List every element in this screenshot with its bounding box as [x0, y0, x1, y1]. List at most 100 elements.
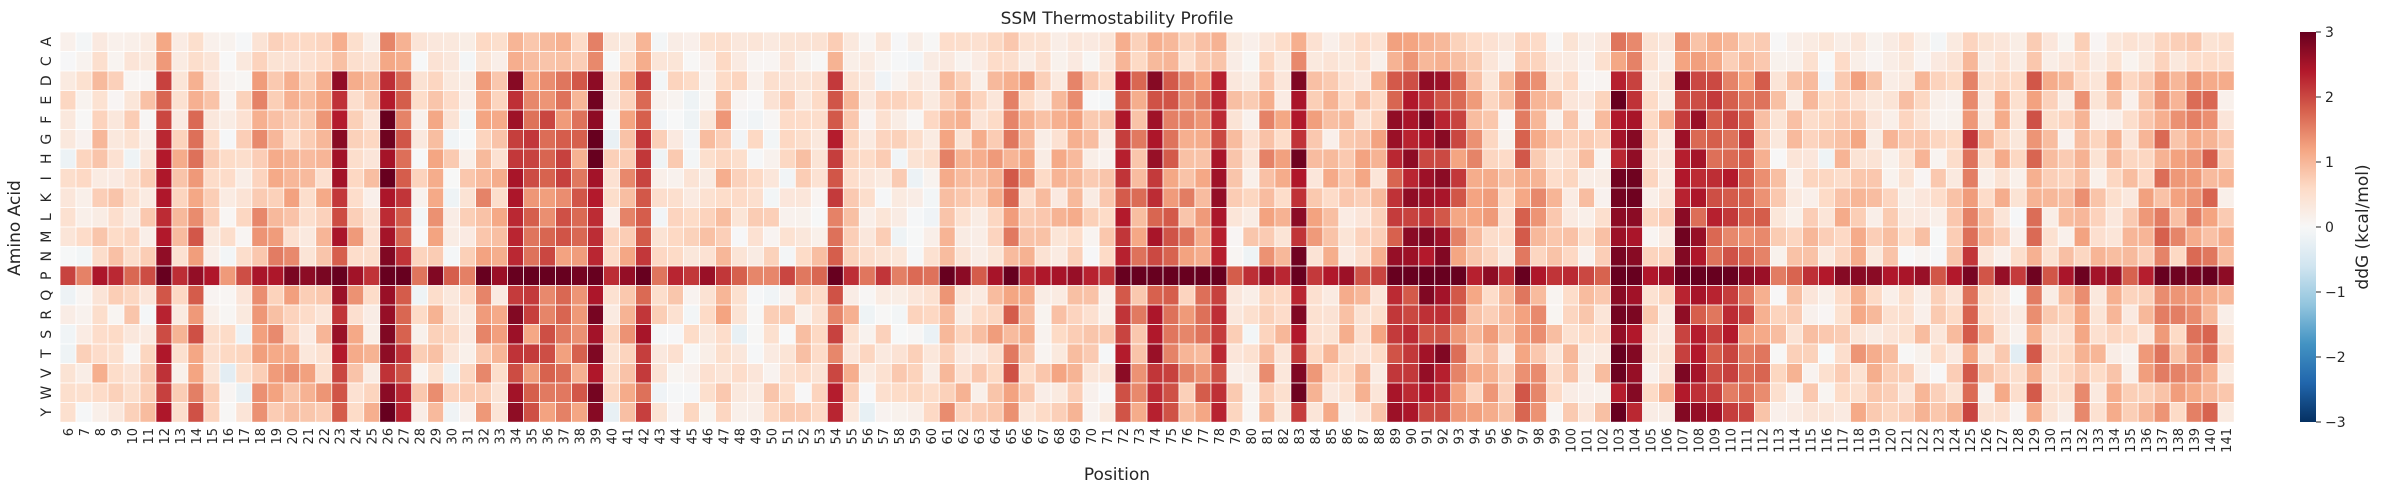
heatmap-cell [1482, 285, 1500, 306]
heatmap-cell [1242, 168, 1260, 189]
heatmap-cell [539, 70, 557, 92]
heatmap-cell [1306, 148, 1324, 170]
heatmap-cell [1354, 226, 1372, 248]
heatmap-cell [1754, 187, 1772, 209]
heatmap-cell [331, 90, 349, 111]
x-tick-label: 94 [1469, 428, 1484, 445]
heatmap-cell [1738, 304, 1756, 326]
heatmap-cell [1865, 324, 1883, 345]
heatmap-cell [2057, 402, 2075, 423]
heatmap-cell [1274, 265, 1292, 287]
heatmap-cell [1738, 187, 1756, 209]
heatmap-cell [459, 363, 477, 384]
heatmap-cell [2057, 148, 2075, 170]
heatmap-cell [267, 51, 285, 72]
heatmap-cell [858, 51, 876, 72]
heatmap-cell [331, 109, 349, 131]
heatmap-cell [1674, 246, 1692, 267]
heatmap-cell [1226, 129, 1244, 150]
heatmap-cell [1002, 285, 1020, 306]
heatmap-cell [986, 343, 1004, 365]
heatmap-cell [2025, 129, 2043, 150]
heatmap-cell [1226, 285, 1244, 306]
heatmap-cell [1034, 187, 1052, 209]
heatmap-cell [1418, 207, 1436, 228]
heatmap-cell [1002, 148, 1020, 170]
heatmap-cell [379, 168, 397, 189]
heatmap-cell [715, 90, 732, 111]
heatmap-cell [1849, 31, 1867, 53]
x-tick-label: 124 [1948, 428, 1963, 453]
heatmap-cell [1130, 304, 1148, 326]
heatmap-cell [571, 207, 589, 228]
heatmap-cell [1514, 304, 1532, 326]
heatmap-cell [1961, 265, 1979, 287]
heatmap-cell [1306, 70, 1324, 92]
heatmap-cell [1738, 382, 1756, 404]
x-tick-label: 28 [414, 428, 429, 445]
heatmap-cell [1738, 31, 1756, 53]
heatmap-cell [1482, 168, 1500, 189]
heatmap-cell [1530, 382, 1548, 404]
heatmap-cell [299, 285, 317, 306]
heatmap-cell [1018, 324, 1036, 345]
heatmap-cell [587, 109, 605, 131]
heatmap-cell [299, 109, 317, 131]
heatmap-cell [2169, 207, 2187, 228]
heatmap-cell [1226, 187, 1244, 209]
heatmap-cell [571, 402, 589, 423]
heatmap-cell [587, 70, 605, 92]
heatmap-cell [1114, 207, 1132, 228]
heatmap-cell [730, 265, 748, 287]
heatmap-cell [1434, 129, 1452, 150]
heatmap-cell [1770, 226, 1788, 248]
heatmap-cell [2121, 304, 2139, 326]
heatmap-cell [778, 187, 796, 209]
heatmap-cell [1018, 265, 1036, 287]
heatmap-cell [1530, 51, 1548, 72]
heatmap-cell [1913, 187, 1931, 209]
heatmap-cell [1530, 70, 1548, 92]
heatmap-cell [1610, 246, 1628, 267]
heatmap-cell [555, 168, 573, 189]
heatmap-cell [2025, 148, 2043, 170]
heatmap-cell [1754, 363, 1772, 384]
heatmap-cell [1082, 207, 1100, 228]
heatmap-cell [155, 363, 173, 384]
heatmap-cell [91, 246, 109, 267]
heatmap-cell [171, 31, 189, 53]
heatmap-cell [75, 265, 93, 287]
heatmap-cell [267, 363, 285, 384]
heatmap-cell [954, 168, 972, 189]
heatmap-cell [1626, 226, 1644, 248]
heatmap-cell [1977, 148, 1995, 170]
heatmap-cell [2041, 343, 2059, 365]
heatmap-cell [699, 31, 716, 53]
heatmap-cell [571, 129, 589, 150]
heatmap-cell [1977, 304, 1995, 326]
heatmap-cell [970, 343, 988, 365]
heatmap-cell [1130, 343, 1148, 365]
heatmap-cell [331, 31, 349, 53]
heatmap-cell [283, 129, 301, 150]
heatmap-cell [283, 363, 301, 384]
heatmap-cell [699, 343, 716, 365]
heatmap-cell [715, 343, 732, 365]
heatmap-cell [2025, 90, 2043, 111]
heatmap-cell [1050, 226, 1068, 248]
heatmap-cell [507, 51, 525, 72]
heatmap-cell [475, 324, 493, 345]
heatmap-cell [1050, 90, 1068, 111]
heatmap-cell [906, 382, 924, 404]
heatmap-cell [507, 70, 525, 92]
heatmap-cell [922, 129, 940, 150]
heatmap-cell [2137, 90, 2155, 111]
heatmap-cell [1226, 382, 1244, 404]
heatmap-cell [155, 246, 173, 267]
heatmap-cell [858, 31, 876, 53]
heatmap-cell [1722, 70, 1740, 92]
heatmap-cell [1386, 363, 1404, 384]
heatmap-cell [1913, 324, 1931, 345]
heatmap-cell [491, 70, 509, 92]
heatmap-cell [2201, 304, 2219, 326]
